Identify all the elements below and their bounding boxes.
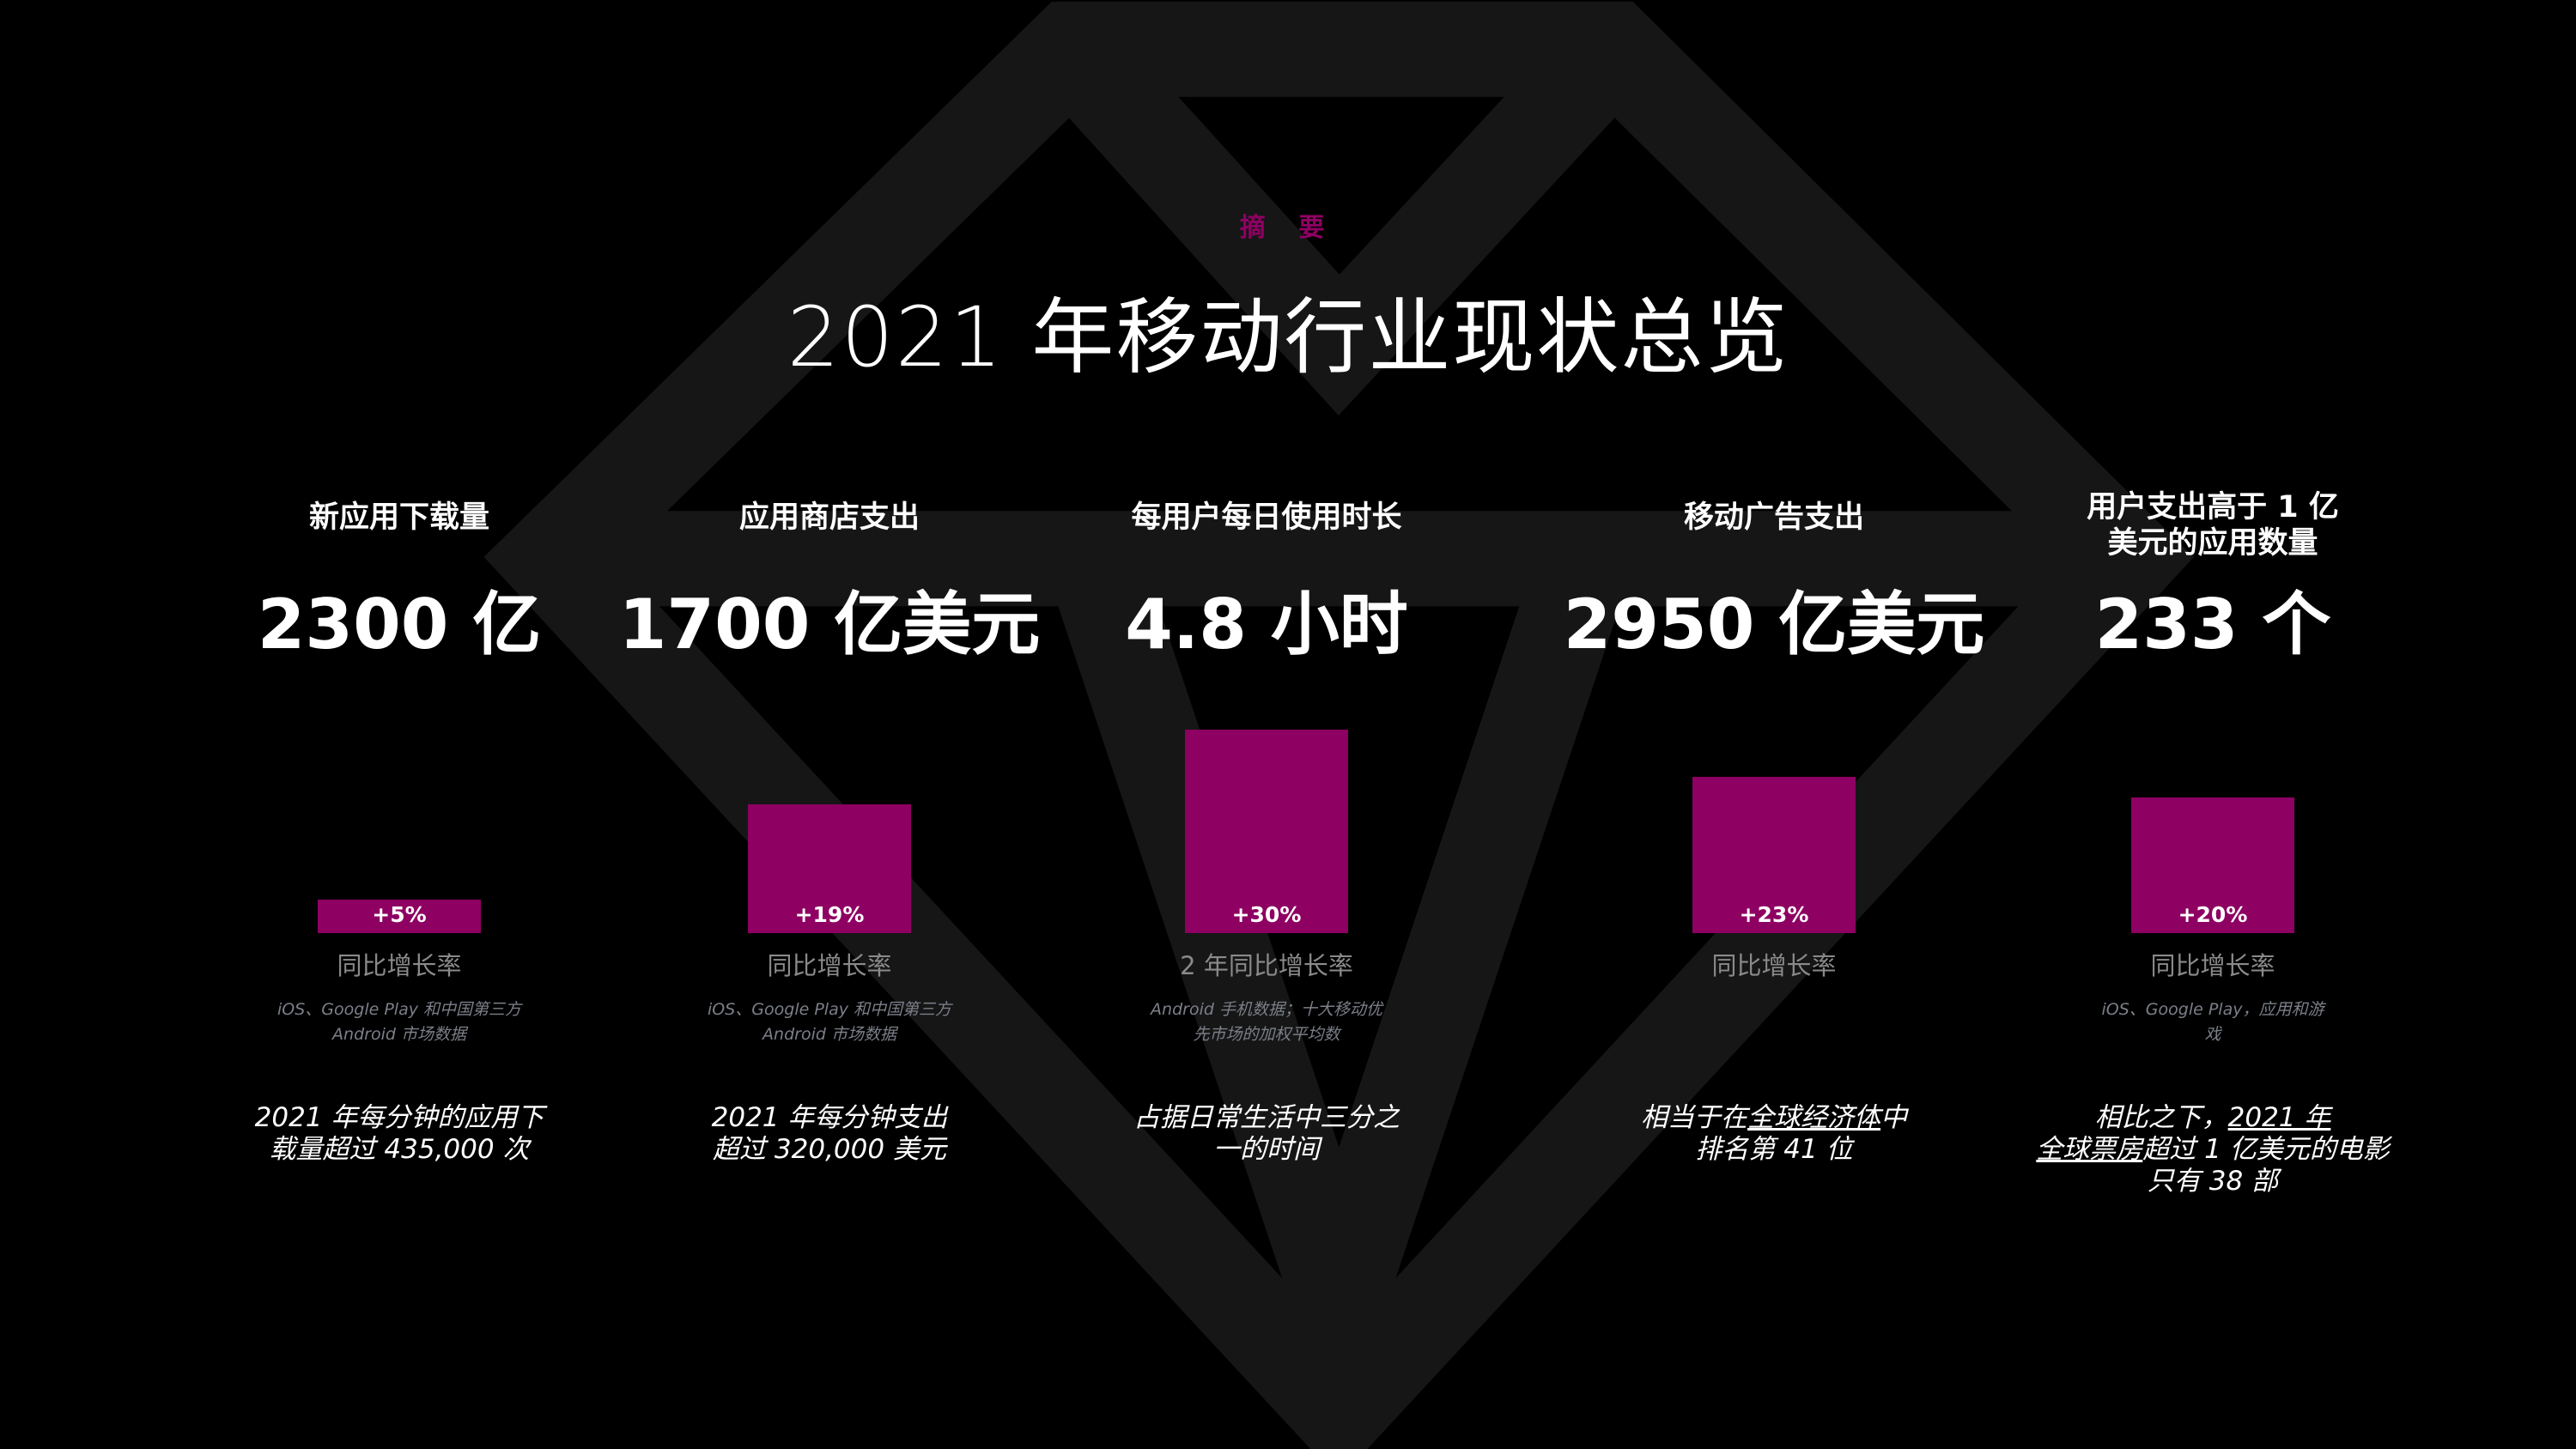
metric-heading: 移动广告支出 — [1551, 500, 1997, 536]
description-line: 2021 年每分钟的应用下 — [193, 1102, 605, 1134]
description-text: 占据日常生活中三分之 — [1133, 1102, 1400, 1133]
description-line: 相比之下，2021 年 — [2007, 1102, 2419, 1134]
note-line: Android 市场数据 — [762, 1025, 896, 1044]
metric-description: 相比之下，2021 年全球票房超过 1 亿美元的电影 只有 38 部 — [1990, 1102, 2436, 1197]
growth-caption: 同比增长率 — [767, 951, 892, 980]
description-text: 相当于在 — [1641, 1102, 1747, 1133]
description-line: 载量超过 435,000 次 — [193, 1134, 605, 1166]
description-line: 只有 38 部 — [2007, 1166, 2419, 1197]
description-text: 2021 年每分钟支出 — [711, 1102, 948, 1133]
heading-line: 新应用下载量 — [308, 500, 489, 535]
description-line: 一的时间 — [1060, 1134, 1473, 1166]
description-line: 2021 年每分钟支出 — [623, 1102, 1036, 1134]
description-line: 全球票房超过 1 亿美元的电影 — [2007, 1134, 2419, 1166]
note-line: iOS、Google Play 和中国第三方 — [708, 1000, 951, 1019]
metric-value: 1700 亿美元 — [618, 585, 1041, 664]
growth-label: +30% — [1231, 902, 1302, 927]
metric-card-app-store-spending: 应用商店支出 1700 亿美元 +19% 同比增长率 iOS、Google Play 和… — [606, 0, 1053, 1449]
heading-line: 美元的应用数量 — [2107, 526, 2318, 561]
note-line: 先市场的加权平均数 — [1193, 1025, 1340, 1044]
section-kicker: 摘 要 — [1239, 213, 1337, 243]
heading-line: 每用户每日使用时长 — [1131, 500, 1402, 535]
description-line: 占据日常生活中三分之 — [1060, 1102, 1473, 1134]
growth-bar — [2131, 797, 2294, 933]
description-text: 一的时间 — [1213, 1134, 1320, 1165]
metric-card-mobile-ad-spending: 移动广告支出 2950 亿美元 +23% 同比增长率相当于在全球经济体中 排名第 41 … — [1551, 0, 1997, 1449]
metric-heading: 用户支出高于 1 亿美元的应用数量 — [1990, 489, 2436, 561]
growth-caption: 同比增长率 — [1711, 951, 1837, 980]
growth-label: +20% — [2178, 902, 2248, 927]
metric-value: 2950 亿美元 — [1563, 585, 1985, 664]
source-note: iOS、Google Play 和中国第三方 Android 市场数据 — [176, 997, 623, 1047]
metric-description: 占据日常生活中三分之 一的时间 — [1043, 1102, 1490, 1166]
note-line: iOS、Google Play 和中国第三方 — [277, 1000, 521, 1019]
note-line: Android 市场数据 — [332, 1025, 466, 1044]
growth-label: +5% — [372, 902, 427, 927]
description-text: 超过 1 亿美元的电影 — [2142, 1134, 2390, 1165]
growth-bar — [1692, 777, 1856, 933]
growth-caption: 同比增长率 — [2150, 951, 2275, 980]
heading-line: 应用商店支出 — [738, 500, 920, 535]
heading-line: 用户支出高于 1 亿 — [2087, 490, 2339, 524]
description-text: 2021 年每分钟的应用下 — [254, 1102, 544, 1133]
metric-value: 4.8 小时 — [1125, 585, 1408, 664]
diamond-outline — [483, 1, 2194, 1449]
growth-bar — [748, 803, 911, 933]
growth-caption: 同比增长率 — [337, 951, 462, 980]
growth-bar — [318, 899, 481, 933]
heading-line: 移动广告支出 — [1683, 500, 1864, 535]
growth-caption: 2 年同比增长率 — [1180, 951, 1353, 980]
description-link[interactable]: 2021 年 — [2227, 1102, 2331, 1133]
metric-heading: 应用商店支出 — [606, 500, 1053, 536]
metric-description: 相当于在全球经济体中 排名第 41 位 — [1551, 1102, 1997, 1166]
note-line: Android 手机数据；十大移动优 — [1151, 1000, 1382, 1019]
growth-bar — [1185, 730, 1348, 933]
description-text: 中 — [1880, 1102, 1907, 1133]
growth-label: +23% — [1739, 902, 1809, 927]
source-note: Android 手机数据；十大移动优 先市场的加权平均数 — [1043, 997, 1490, 1047]
metric-card-new-app-downloads: 新应用下载量 2300 亿 +5% 同比增长率 iOS、Google Play 和中国第… — [176, 0, 623, 1449]
metric-value: 2300 亿 — [257, 585, 542, 664]
description-text: 超过 320,000 美元 — [713, 1134, 946, 1165]
page-title: 2021 年移动行业现状总览 — [787, 289, 1789, 385]
metric-description: 2021 年每分钟的应用下 载量超过 435,000 次 — [176, 1102, 623, 1166]
description-line: 超过 320,000 美元 — [623, 1134, 1036, 1166]
source-note: iOS、Google Play 和中国第三方 Android 市场数据 — [606, 997, 1053, 1047]
description-text: 相比之下， — [2094, 1102, 2228, 1133]
note-line: iOS、Google Play，应用和游 — [2101, 1000, 2324, 1019]
source-note: iOS、Google Play，应用和游戏 — [1990, 997, 2436, 1047]
diamond-pavilion — [1047, 543, 1631, 1449]
metric-heading: 每用户每日使用时长 — [1043, 500, 1490, 536]
description-text: 只有 38 部 — [2147, 1166, 2279, 1197]
metric-card-daily-usage-hours: 每用户每日使用时长 4.8 小时 +30% 2 年同比增长率 Android 手机数据；… — [1043, 0, 1490, 1449]
description-text: 载量超过 435,000 次 — [269, 1134, 530, 1165]
metric-heading: 新应用下载量 — [176, 500, 623, 536]
description-link[interactable]: 全球票房 — [2036, 1134, 2143, 1165]
metric-value: 233 个 — [2094, 585, 2331, 664]
description-line: 排名第 41 位 — [1568, 1134, 1980, 1166]
metric-card-apps-over-100m: 用户支出高于 1 亿美元的应用数量 233 个 +20% 同比增长率 iOS、Googl… — [1990, 0, 2436, 1449]
description-text: 排名第 41 位 — [1695, 1134, 1853, 1165]
description-line: 相当于在全球经济体中 — [1568, 1102, 1980, 1134]
metric-description: 2021 年每分钟支出 超过 320,000 美元 — [606, 1102, 1053, 1166]
diamond-crown-v — [1036, 16, 1649, 416]
note-line: 戏 — [2204, 1025, 2221, 1044]
growth-label: +19% — [794, 902, 865, 927]
description-link[interactable]: 全球经济体 — [1747, 1102, 1880, 1133]
